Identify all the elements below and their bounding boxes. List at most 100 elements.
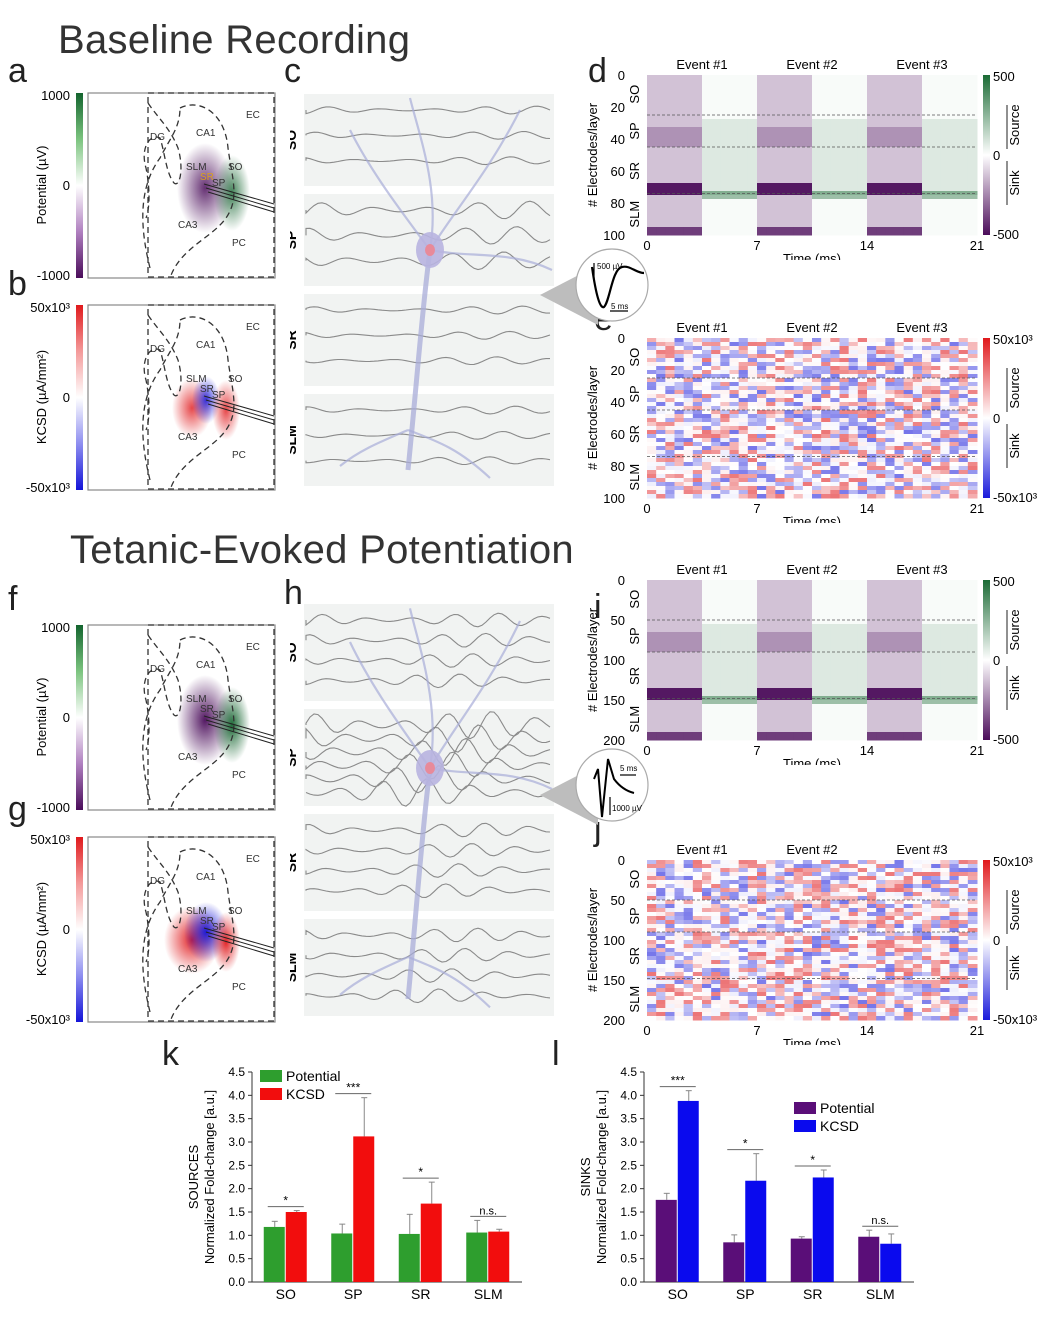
heatmap-cell: [793, 99, 804, 104]
heatmap-cell: [812, 123, 822, 128]
heatmap-cell: [967, 668, 978, 673]
heatmap-cell: [647, 211, 657, 216]
heatmap-cell: [757, 410, 767, 415]
heatmap-cell: [867, 111, 877, 116]
heatmap-cell: [784, 636, 795, 641]
heatmap-cell: [857, 474, 868, 479]
heatmap-cell: [757, 684, 767, 689]
colorbar-min: -50x10³: [993, 490, 1038, 505]
heatmap-cell: [903, 414, 914, 419]
heatmap-cell: [683, 175, 694, 180]
heatmap-cell: [720, 211, 730, 216]
heatmap-cell: [830, 592, 840, 597]
heatmap-cell: [931, 171, 941, 176]
heatmap-cell: [912, 111, 923, 116]
heatmap-cell: [784, 207, 795, 212]
heatmap-cell: [949, 99, 960, 104]
heatmap-cell: [940, 382, 950, 387]
heatmap-cell: [848, 155, 859, 160]
heatmap-cell: [848, 736, 859, 741]
heatmap-cell: [656, 920, 666, 925]
heatmap-cell: [802, 374, 813, 379]
heatmap-cell: [793, 584, 804, 589]
heatmap-cell: [647, 191, 657, 196]
heatmap-cell: [793, 394, 804, 399]
heatmap-cell: [839, 680, 850, 685]
heatmap-cell: [656, 223, 666, 228]
heatmap-cell: [802, 434, 813, 439]
heatmap-cell: [692, 612, 703, 617]
layer-label-sp: SP: [627, 627, 642, 644]
heatmap-cell: [766, 386, 776, 391]
heatmap-cell: [857, 442, 868, 447]
heatmap-cell: [812, 187, 822, 192]
heatmap-cell: [922, 616, 932, 621]
heatmap-cell: [656, 155, 666, 160]
heatmap-cell: [720, 163, 730, 168]
heatmap-cell: [857, 490, 868, 495]
heatmap-cell: [647, 656, 657, 661]
heatmap-cell: [683, 592, 694, 597]
heatmap-cell: [692, 342, 703, 347]
heatmap-cell: [967, 632, 978, 637]
heatmap-cell: [931, 195, 941, 200]
heatmap-cell: [647, 394, 657, 399]
heatmap-cell: [922, 636, 932, 641]
heatmap-cell: [867, 183, 877, 188]
heatmap-cell: [867, 346, 877, 351]
heatmap-cell: [738, 984, 749, 989]
heatmap-cell: [857, 390, 868, 395]
heatmap-cell: [940, 704, 950, 709]
heatmap-cell: [958, 215, 969, 220]
heatmap-cell: [738, 980, 749, 985]
heatmap-cell: [931, 712, 941, 717]
heatmap-cell: [766, 338, 776, 343]
heatmap-cell: [720, 207, 730, 212]
heatmap-cell: [720, 79, 730, 84]
heatmap-cell: [738, 163, 749, 168]
heatmap-cell: [867, 227, 877, 232]
heatmap-cell: [912, 426, 923, 431]
heatmap-cell: [958, 139, 969, 144]
heatmap-cell: [757, 346, 767, 351]
heatmap-cell: [729, 608, 740, 613]
heatmap-cell: [729, 446, 740, 451]
heatmap-cell: [867, 211, 877, 216]
heatmap-cell: [720, 223, 730, 228]
heatmap-cell: [683, 211, 694, 216]
layer-label-so: SO: [290, 130, 299, 150]
heatmap-cell: [665, 183, 675, 188]
heatmap-cell: [702, 366, 712, 371]
heatmap-cell: [903, 466, 914, 471]
heatmap-cell: [665, 596, 675, 601]
heatmap-cell: [683, 616, 694, 621]
heatmap-cell: [885, 712, 895, 717]
heatmap-cell: [839, 215, 850, 220]
heatmap-cell: [839, 143, 850, 148]
heatmap-cell: [692, 490, 703, 495]
heatmap-cell: [940, 350, 950, 355]
heatmap-cell: [912, 482, 923, 487]
heatmap-cell: [656, 916, 666, 921]
heatmap-cell: [711, 231, 721, 236]
heatmap-cell: [830, 199, 840, 204]
heatmap-cell: [674, 179, 685, 184]
heatmap-cell: [848, 151, 859, 156]
heatmap-cell: [940, 398, 950, 403]
heatmap-cell: [729, 592, 740, 597]
heatmap-cell: [747, 904, 758, 909]
heatmap-cell: [830, 167, 840, 172]
heatmap-cell: [912, 620, 923, 625]
heatmap-cell: [931, 414, 941, 419]
heatmap-cell: [958, 79, 969, 84]
heatmap-cell: [665, 712, 675, 717]
heatmap-cell: [647, 342, 657, 347]
heatmap-cell: [683, 450, 694, 455]
heatmap-cell: [922, 91, 932, 96]
heatmap-cell: [940, 163, 950, 168]
heatmap-cell: [729, 107, 740, 112]
heatmap-cell: [692, 478, 703, 483]
heatmap-cell: [674, 119, 685, 124]
heatmap-cell: [857, 147, 868, 152]
heatmap-cell: [931, 139, 941, 144]
